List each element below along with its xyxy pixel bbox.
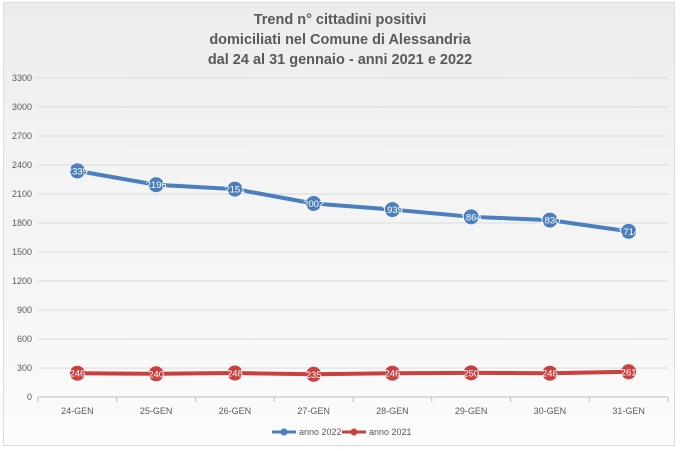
data-label: 261 bbox=[621, 367, 637, 378]
data-label: 246 bbox=[384, 369, 400, 380]
x-tick-label: 31-GEN bbox=[612, 406, 645, 416]
data-point bbox=[227, 181, 243, 197]
data-label: 246 bbox=[542, 369, 558, 380]
data-point bbox=[463, 365, 479, 381]
chart-title-line-1: Trend n° cittadini positivi bbox=[253, 12, 427, 28]
y-tick-label: 3300 bbox=[12, 73, 32, 83]
data-point bbox=[463, 209, 479, 225]
data-label: 248 bbox=[227, 369, 243, 380]
data-label: 1864 bbox=[461, 212, 482, 223]
x-tick-label: 27-GEN bbox=[297, 406, 330, 416]
data-point bbox=[227, 365, 243, 381]
y-tick-label: 2100 bbox=[12, 189, 32, 199]
data-point bbox=[621, 364, 637, 380]
data-point bbox=[542, 365, 558, 381]
data-point bbox=[69, 365, 85, 381]
data-point bbox=[542, 212, 558, 228]
y-tick-label: 1200 bbox=[12, 276, 32, 286]
x-tick-label: 28-GEN bbox=[376, 406, 409, 416]
y-tick-label: 0 bbox=[27, 392, 32, 402]
legend-label: anno 2022 bbox=[299, 427, 342, 437]
series-line bbox=[75, 369, 631, 377]
data-label: 250 bbox=[463, 368, 479, 379]
data-point bbox=[384, 365, 400, 381]
data-point bbox=[306, 195, 322, 211]
data-point bbox=[384, 202, 400, 218]
data-point bbox=[621, 223, 637, 239]
chart-title: Trend n° cittadini positivi domiciliati … bbox=[0, 10, 680, 70]
data-label: 2151 bbox=[224, 185, 245, 196]
data-label: 1830 bbox=[539, 216, 560, 227]
data-point bbox=[148, 366, 164, 382]
data-point bbox=[148, 177, 164, 193]
y-tick-label: 300 bbox=[17, 363, 32, 373]
y-tick-label: 3000 bbox=[12, 102, 32, 112]
legend-swatch-marker bbox=[280, 428, 288, 436]
x-tick-label: 30-GEN bbox=[534, 406, 567, 416]
x-tick-label: 26-GEN bbox=[219, 406, 252, 416]
chart-title-line-3: dal 24 al 31 gennaio - anni 2021 e 2022 bbox=[207, 52, 473, 68]
legend-label: anno 2021 bbox=[369, 427, 412, 437]
data-label: 2196 bbox=[146, 180, 167, 191]
y-tick-label: 1800 bbox=[12, 218, 32, 228]
x-tick-label: 24-GEN bbox=[61, 406, 94, 416]
y-tick-label: 1500 bbox=[12, 247, 32, 257]
y-tick-label: 2400 bbox=[12, 160, 32, 170]
y-tick-label: 900 bbox=[17, 305, 32, 315]
data-label: 240 bbox=[148, 369, 164, 380]
data-point bbox=[306, 366, 322, 382]
data-label: 2002 bbox=[303, 199, 324, 210]
y-tick-label: 600 bbox=[17, 334, 32, 344]
chart-title-line-2: domiciliati nel Comune di Alessandria bbox=[209, 32, 471, 48]
data-label: 235 bbox=[306, 370, 322, 381]
x-tick-label: 29-GEN bbox=[455, 406, 488, 416]
data-point bbox=[69, 163, 85, 179]
data-label: 1939 bbox=[382, 205, 403, 216]
data-label: 246 bbox=[69, 369, 85, 380]
data-label: 1714 bbox=[618, 227, 639, 238]
data-label: 2339 bbox=[67, 166, 88, 177]
series-line bbox=[75, 168, 631, 234]
x-tick-label: 25-GEN bbox=[140, 406, 173, 416]
legend-swatch-marker bbox=[350, 428, 358, 436]
y-tick-label: 2700 bbox=[12, 131, 32, 141]
